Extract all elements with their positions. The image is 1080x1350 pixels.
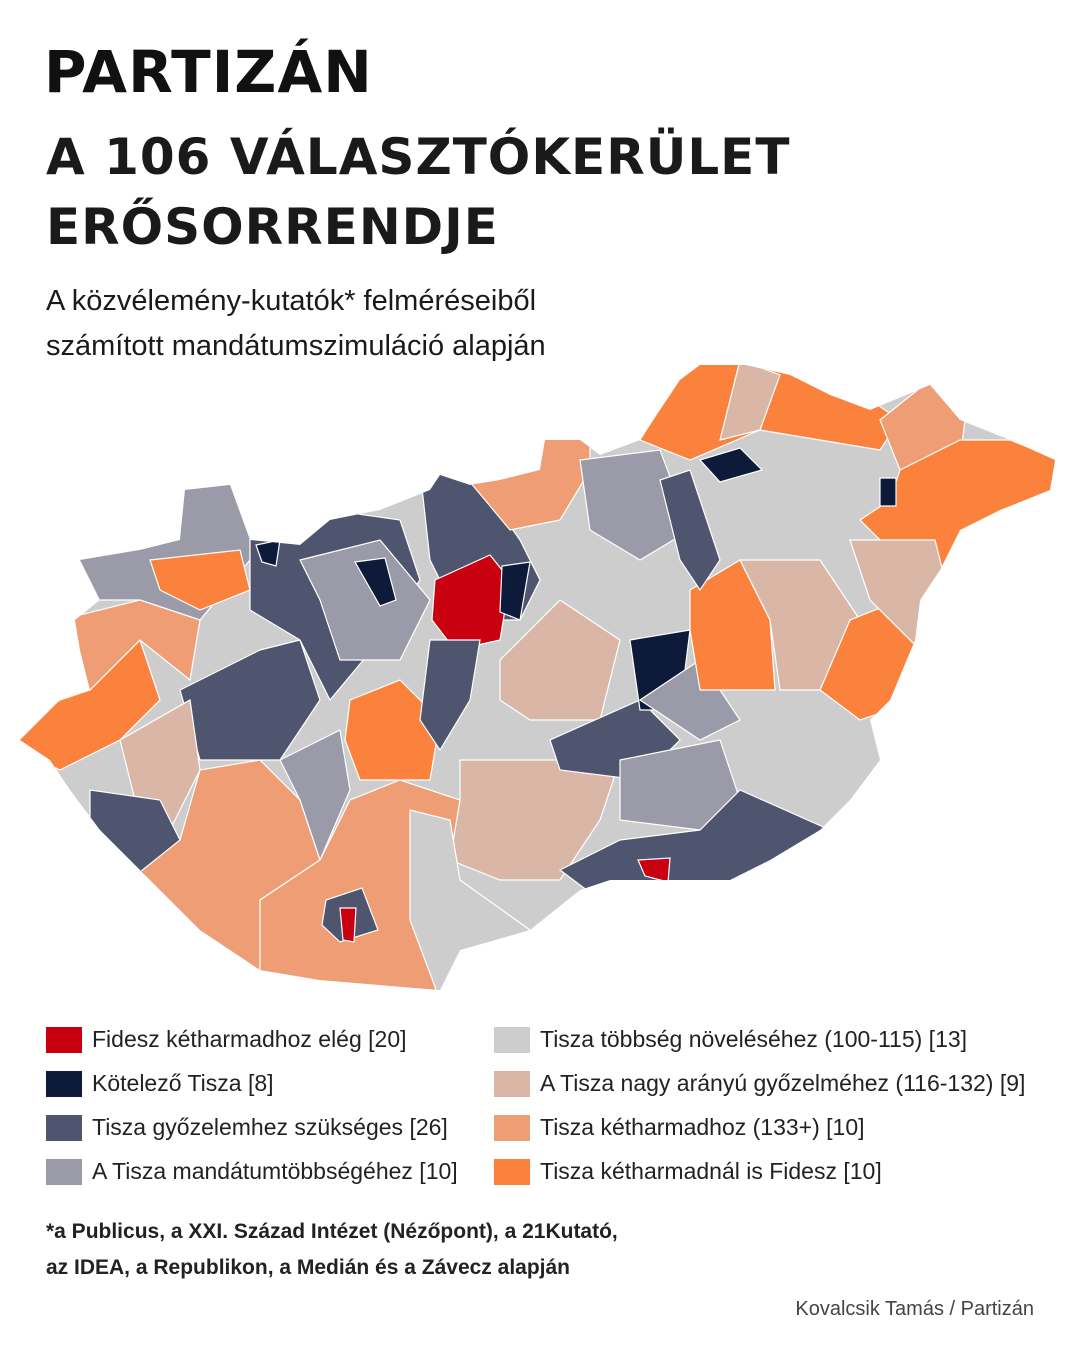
legend-label: Kötelező Tisza [8] bbox=[92, 1070, 274, 1096]
legend-item: Tisza győzelemhez szükséges [26] bbox=[46, 1114, 448, 1141]
legend-swatch bbox=[46, 1070, 82, 1097]
legend-label: Tisza többség növeléséhez (100-115) [13] bbox=[540, 1026, 968, 1052]
region bbox=[354, 557, 397, 607]
legend-swatch bbox=[46, 1114, 82, 1141]
subtitle: számított mandátumszimuláció alapján bbox=[46, 330, 546, 362]
credit: Kovalcsik Tamás / Partizán bbox=[795, 1298, 1034, 1320]
legend-swatch bbox=[494, 1114, 530, 1141]
legend-swatch bbox=[494, 1158, 530, 1185]
title: A 106 VÁLASZTÓKERÜLET bbox=[46, 128, 791, 186]
legend-swatch bbox=[46, 1158, 82, 1185]
legend-label: A Tisza nagy arányú győzelméhez (116-132… bbox=[540, 1070, 1026, 1096]
region bbox=[579, 449, 691, 561]
legend-item: Tisza többség növeléséhez (100-115) [13] bbox=[494, 1026, 967, 1053]
region bbox=[879, 477, 897, 507]
region bbox=[638, 659, 741, 741]
legend-swatch bbox=[46, 1026, 82, 1053]
region bbox=[339, 907, 357, 943]
region bbox=[279, 729, 351, 862]
region bbox=[149, 549, 251, 611]
region bbox=[698, 447, 764, 483]
footnote: *a Publicus, a XXI. Század Intézet (Néző… bbox=[46, 1220, 618, 1243]
region bbox=[499, 561, 531, 621]
region bbox=[299, 539, 431, 661]
legend-label: A Tisza mandátumtöbbségéhez [10] bbox=[92, 1158, 458, 1184]
region bbox=[344, 679, 441, 781]
brand: PARTIZÁN bbox=[44, 38, 373, 106]
region bbox=[179, 639, 321, 761]
legend-item: Tisza kétharmadnál is Fidesz [10] bbox=[494, 1158, 882, 1185]
map bbox=[20, 365, 1055, 990]
legend-swatch bbox=[494, 1070, 530, 1097]
title: ERŐSORRENDJE bbox=[46, 198, 499, 256]
region bbox=[431, 554, 511, 651]
legend-label: Tisza győzelemhez szükséges [26] bbox=[92, 1114, 448, 1140]
region bbox=[719, 365, 781, 441]
footnote: az IDEA, a Republikon, a Medián és a Záv… bbox=[46, 1256, 571, 1279]
region bbox=[659, 469, 721, 592]
legend-label: Fidesz kétharmadhoz elég [20] bbox=[92, 1026, 407, 1052]
region bbox=[639, 365, 901, 461]
legend-swatch bbox=[494, 1026, 530, 1053]
legend-item: A Tisza mandátumtöbbségéhez [10] bbox=[46, 1158, 458, 1185]
subtitle: A közvélemény-kutatók* felméréseiből bbox=[46, 285, 537, 317]
legend-label: Tisza kétharmadnál is Fidesz [10] bbox=[540, 1158, 882, 1184]
legend-item: Fidesz kétharmadhoz elég [20] bbox=[46, 1026, 407, 1053]
legend-item: Tisza kétharmadhoz (133+) [10] bbox=[494, 1114, 865, 1141]
region bbox=[419, 639, 481, 752]
legend-item: A Tisza nagy arányú győzelméhez (116-132… bbox=[494, 1070, 1025, 1097]
legend-item: Kötelező Tisza [8] bbox=[46, 1070, 274, 1097]
legend-label: Tisza kétharmadhoz (133+) [10] bbox=[540, 1114, 865, 1140]
